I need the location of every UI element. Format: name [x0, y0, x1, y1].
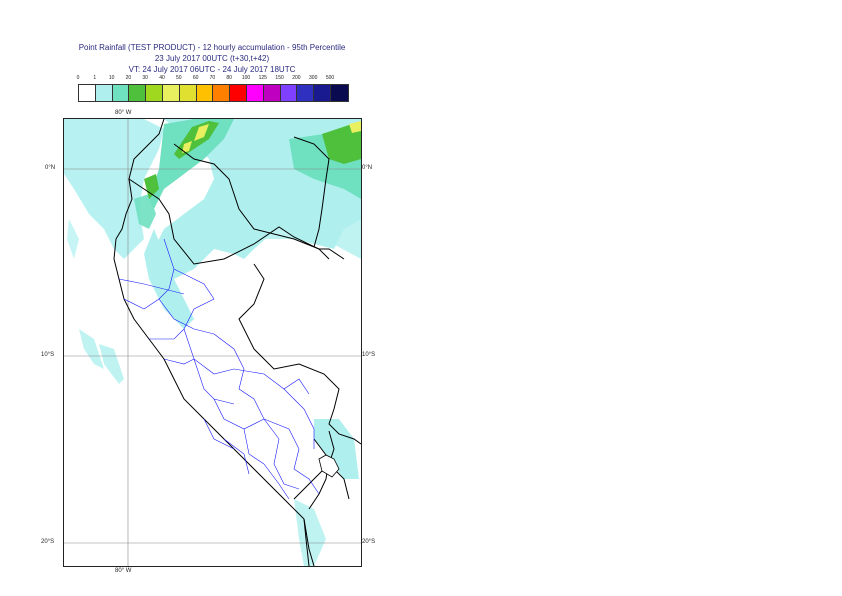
legend-threshold-label: 150	[275, 75, 284, 81]
lon-label-top: 80° W	[115, 110, 132, 116]
lat-label-right-20: 20°S	[362, 539, 376, 545]
legend-swatch	[95, 85, 113, 101]
legend-threshold-label: 0	[76, 75, 80, 81]
department-boundaries	[118, 238, 320, 500]
lat-label-left-10: 10°S	[41, 352, 55, 358]
rainfall-shading-40-60	[182, 121, 361, 153]
legend-swatch	[330, 85, 348, 101]
legend-threshold-label: 200	[292, 75, 301, 81]
legend-swatch	[263, 85, 281, 101]
legend-swatch	[280, 85, 298, 101]
legend-swatch	[314, 85, 331, 101]
legend-threshold-label: 300	[309, 75, 318, 81]
rainfall-shading-1-10	[64, 119, 361, 566]
legend-threshold-label: 10	[108, 75, 115, 81]
lon-label-bottom: 80° W	[115, 568, 132, 574]
map-svg	[64, 119, 361, 566]
lat-label-left-0: 0°N	[45, 165, 56, 171]
legend-swatch	[79, 85, 96, 101]
run-date: 23 July 2017 00UTC (t+30,t+42)	[154, 54, 270, 63]
legend-swatch	[146, 85, 163, 101]
legend-swatch	[196, 85, 214, 101]
legend-threshold-label: 40	[159, 75, 165, 81]
legend-swatch	[179, 85, 197, 101]
legend-swatch	[246, 85, 264, 101]
lat-label-left-20: 20°S	[41, 539, 55, 545]
legend-threshold-label: 60	[192, 75, 199, 81]
legend-threshold-label: 80	[226, 75, 232, 81]
chart-title: Point Rainfall (TEST PRODUCT) - 12 hourl…	[78, 43, 346, 52]
valid-time: VT: 24 July 2017 06UTC - 24 July 2017 18…	[128, 65, 296, 74]
lake-titicaca	[318, 454, 340, 478]
lat-label-right-0: 0°N	[362, 165, 373, 171]
legend-swatch	[213, 85, 231, 101]
legend-threshold-label: 100	[241, 75, 251, 81]
legend-threshold-label: 125	[258, 75, 267, 81]
legend-threshold-label: 20	[125, 75, 132, 81]
legend-swatch	[297, 85, 315, 101]
legend-swatch	[112, 85, 130, 101]
legend-threshold-label: 50	[176, 75, 182, 81]
lat-label-right-10: 10°S	[362, 352, 376, 358]
rainfall-map	[63, 118, 362, 567]
legend-swatch	[129, 85, 147, 101]
graticule	[64, 119, 361, 566]
legend-swatch	[162, 85, 180, 101]
legend-threshold-label: 30	[142, 75, 148, 81]
legend-threshold-label: 500	[325, 75, 335, 81]
colour-scale-legend	[78, 84, 349, 102]
legend-threshold-label: 1	[93, 75, 97, 81]
legend-swatch	[230, 85, 247, 101]
legend-labels: 0 1 10 20 30 40 50 60 70 80 100 125 150 200 300 500	[70, 75, 360, 83]
legend-threshold-label: 70	[209, 75, 216, 81]
